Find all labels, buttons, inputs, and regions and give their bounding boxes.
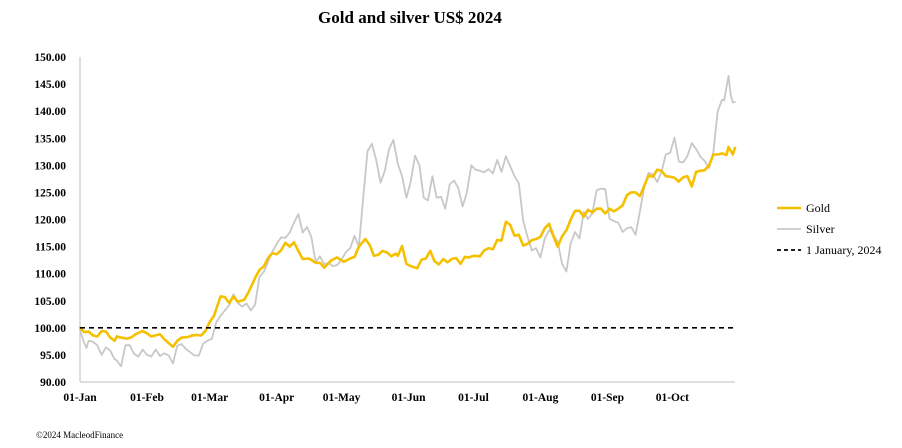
x-tick-label: 01-Aug [523, 392, 559, 404]
x-tick-label: 01-Jul [458, 392, 489, 404]
series-layer [78, 75, 737, 368]
y-tick-label: 115.00 [35, 242, 66, 254]
y-tick-label: 140.00 [34, 106, 66, 118]
x-tick-label: 01-Sep [591, 392, 624, 404]
y-tick-label: 150.00 [34, 52, 66, 64]
y-tick-label: 130.00 [34, 160, 66, 172]
x-tick-label: 01-Jun [392, 392, 426, 404]
y-tick-label: 125.00 [34, 187, 66, 199]
chart-title: Gold and silver US$ 2024 [318, 8, 502, 27]
x-tick-label: 01-Apr [259, 392, 294, 404]
y-tick-label: 120.00 [34, 215, 66, 227]
x-tick-label: 01-Feb [130, 392, 164, 404]
x-tick-label: 01-Jan [63, 392, 97, 404]
legend-label: Silver [806, 222, 835, 236]
legend-label: Gold [806, 201, 830, 215]
chart-axes [79, 57, 735, 383]
y-tick-label: 105.00 [34, 296, 66, 308]
y-tick-label: 100.00 [34, 323, 66, 335]
chart-legend: Gold Silver 1 January, 2024 [777, 201, 882, 257]
series-line-gold [78, 145, 737, 349]
y-tick-labels: 90.00 95.00 100.00 105.00 110.00 115.00 120.00… [34, 52, 66, 389]
legend-label: 1 January, 2024 [806, 243, 882, 257]
y-tick-label: 110.00 [35, 269, 66, 281]
y-tick-label: 90.00 [40, 377, 66, 389]
copyright-text: ©2024 MacleodFinance [36, 430, 124, 440]
x-tick-label: 01-Oct [656, 392, 689, 404]
x-tick-label: 01-Mar [191, 392, 228, 404]
y-tick-label: 145.00 [34, 79, 66, 91]
x-tick-labels: 01-Jan 01-Feb 01-Mar 01-Apr 01-May 01-Jun 01-J… [63, 392, 689, 404]
x-tick-label: 01-May [323, 392, 361, 404]
y-tick-label: 135.00 [34, 133, 66, 145]
series-line-silver [79, 75, 736, 368]
y-tick-label: 95.00 [40, 350, 66, 362]
